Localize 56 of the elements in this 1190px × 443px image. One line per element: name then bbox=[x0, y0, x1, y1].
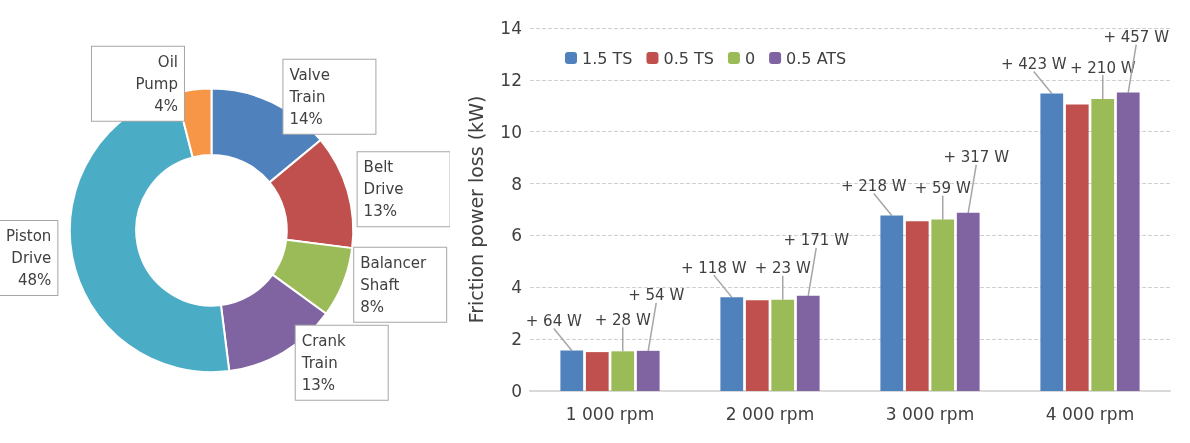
data-label: 14% bbox=[289, 109, 323, 128]
x-tick-label: 4 000 rpm bbox=[1045, 403, 1135, 424]
annotation: + 423 W bbox=[1000, 55, 1067, 74]
bar bbox=[745, 300, 769, 391]
annotation: + 54 W bbox=[628, 286, 685, 305]
annotation: + 457 W bbox=[1103, 28, 1170, 47]
annotation: + 28 W bbox=[594, 310, 651, 329]
bar bbox=[720, 297, 744, 391]
x-tick-label: 3 000 rpm bbox=[885, 403, 975, 424]
annotation: + 64 W bbox=[525, 312, 582, 331]
y-tick-label: 8 bbox=[511, 173, 522, 194]
data-label: 13% bbox=[363, 202, 397, 221]
bar bbox=[1040, 93, 1064, 391]
annotation: + 23 W bbox=[754, 259, 811, 278]
slice-label: Piston Drive bbox=[6, 227, 52, 268]
bar bbox=[956, 212, 980, 391]
data-label: 4% bbox=[154, 96, 178, 115]
y-tick-label: 4 bbox=[511, 277, 522, 298]
y-tick-label: 10 bbox=[500, 121, 522, 142]
legend-label: 1.5 TS bbox=[582, 48, 633, 68]
bar bbox=[931, 219, 955, 391]
bar bbox=[1116, 92, 1140, 391]
data-label: 48% bbox=[18, 271, 52, 290]
y-tick-label: 0 bbox=[511, 381, 522, 401]
data-label: 13% bbox=[301, 375, 336, 394]
annotation: + 171 W bbox=[783, 231, 850, 250]
bar bbox=[771, 299, 795, 391]
bar bbox=[560, 350, 584, 391]
slice-label: Crank Train bbox=[300, 331, 347, 372]
annotation: + 218 W bbox=[840, 176, 907, 195]
y-tick-label: 2 bbox=[511, 329, 522, 350]
y-tick-label: 6 bbox=[511, 225, 522, 246]
bar bbox=[611, 351, 635, 391]
slice-label: Balancer Shaft bbox=[360, 253, 428, 294]
bar bbox=[585, 352, 609, 391]
bar bbox=[1065, 104, 1089, 391]
annotation: + 118 W bbox=[680, 258, 747, 277]
data-label: 8% bbox=[360, 297, 384, 316]
bar bbox=[636, 350, 660, 391]
slice-label: Oil Pump bbox=[135, 52, 178, 93]
bar bbox=[1091, 99, 1115, 391]
y-tick-label: 12 bbox=[500, 69, 522, 90]
y-axis-title: Friction power loss (kW) bbox=[464, 95, 487, 324]
slice-label: Belt Drive bbox=[363, 158, 404, 199]
x-tick-label: 1 000 rpm bbox=[565, 403, 655, 424]
bar bbox=[880, 215, 904, 391]
legend-label: 0.5 ATS bbox=[786, 48, 847, 68]
bar bbox=[796, 295, 820, 391]
legend-label: 0.5 TS bbox=[663, 48, 714, 68]
annotation: + 317 W bbox=[943, 148, 1010, 167]
annotation: + 59 W bbox=[914, 179, 971, 198]
legend-label: 0 bbox=[744, 48, 756, 68]
y-tick-label: 14 bbox=[500, 18, 522, 38]
bar bbox=[905, 221, 929, 391]
x-tick-label: 2 000 rpm bbox=[725, 403, 815, 424]
slice-label: Valve Train bbox=[288, 65, 330, 106]
